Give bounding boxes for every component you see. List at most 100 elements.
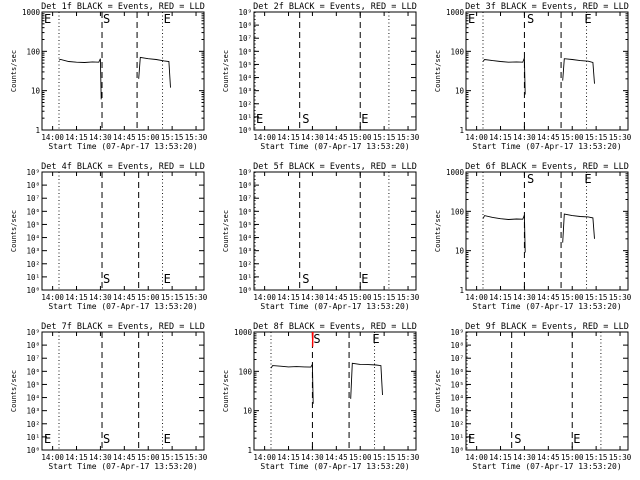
x-tick-label: 14:45 (537, 453, 560, 462)
y-axis-label: Counts/sec (434, 210, 442, 252)
marker-s: S (302, 272, 309, 286)
x-tick-label: 14:30 (513, 133, 536, 142)
x-tick-label: 14:45 (325, 133, 348, 142)
panel-title: Det 9f BLACK = Events, RED = LLD (465, 322, 629, 332)
y-tick-label: 100 (450, 207, 464, 216)
x-tick-label: 15:00 (561, 453, 584, 462)
plot-frame (41, 171, 205, 291)
y-axis-label: Counts/sec (222, 50, 230, 92)
events-trace (482, 214, 526, 253)
y-tick-label: 10⁰ (26, 286, 40, 295)
events-trace (270, 362, 314, 404)
plot-frame (465, 11, 629, 131)
x-tick-label: 14:30 (89, 453, 112, 462)
y-tick-label: 10⁵ (238, 220, 252, 229)
panel-title: Det 6f BLACK = Events, RED = LLD (465, 162, 629, 172)
panel-title: Det 8f BLACK = Events, RED = LLD (253, 322, 417, 332)
x-tick-label: 14:30 (301, 293, 324, 302)
y-tick-label: 10³ (450, 407, 464, 416)
y-tick-label: 10² (450, 420, 464, 429)
x-tick-label: 15:00 (349, 293, 372, 302)
x-tick-label: 15:30 (609, 133, 632, 142)
marker-s: S (103, 272, 110, 286)
y-tick-label: 10⁷ (238, 34, 252, 43)
y-tick-label: 10⁴ (450, 394, 464, 403)
y-tick-label: 10⁶ (238, 207, 252, 216)
y-tick-label: 10³ (26, 247, 40, 256)
y-axis-label: Counts/sec (434, 50, 442, 92)
x-axis-label: Start Time (07-Apr-17 13:53:20) (260, 462, 409, 471)
y-tick-label: 10⁵ (26, 220, 40, 229)
y-tick-label: 1 (459, 126, 464, 135)
x-tick-label: 15:15 (585, 453, 608, 462)
y-tick-label: 10² (238, 260, 252, 269)
y-tick-label: 10⁹ (450, 328, 464, 337)
y-tick-label: 10⁰ (450, 446, 464, 455)
marker-e: E (256, 112, 263, 126)
x-tick-label: 15:15 (373, 453, 396, 462)
x-tick-label: 14:00 (253, 133, 276, 142)
x-tick-label: 15:00 (137, 293, 160, 302)
x-tick-label: 15:15 (161, 293, 184, 302)
marker-e: E (164, 432, 171, 446)
y-tick-label: 10² (26, 260, 40, 269)
x-tick-label: 15:15 (161, 453, 184, 462)
marker-e: E (361, 272, 368, 286)
plot-frame (465, 171, 629, 291)
x-tick-label: 14:15 (277, 453, 300, 462)
x-tick-label: 15:00 (349, 453, 372, 462)
panel-title: Det 3f BLACK = Events, RED = LLD (465, 2, 629, 12)
plot-frame (41, 11, 205, 131)
marker-e: E (361, 112, 368, 126)
y-tick-label: 10⁹ (238, 8, 252, 17)
x-tick-label: 14:15 (489, 133, 512, 142)
events-trace (58, 58, 102, 100)
y-tick-label: 10² (26, 420, 40, 429)
y-tick-label: 10⁵ (26, 380, 40, 389)
marker-e: E (164, 12, 171, 26)
x-tick-label: 15:15 (373, 133, 396, 142)
marker-e: E (164, 272, 171, 286)
x-tick-label: 14:45 (537, 133, 560, 142)
x-tick-label: 14:15 (489, 293, 512, 302)
y-tick-label: 10⁶ (238, 47, 252, 56)
x-tick-label: 15:00 (349, 133, 372, 142)
y-tick-label: 100 (26, 47, 40, 56)
y-tick-label: 10⁸ (26, 341, 40, 350)
x-tick-label: 15:30 (185, 453, 208, 462)
y-tick-label: 10⁶ (450, 367, 464, 376)
y-tick-label: 10⁰ (238, 286, 252, 295)
y-tick-label: 10³ (26, 407, 40, 416)
x-tick-label: 14:00 (41, 453, 64, 462)
x-tick-label: 14:00 (41, 133, 64, 142)
y-tick-label: 1000 (446, 8, 465, 17)
y-tick-label: 10⁴ (26, 394, 40, 403)
y-tick-label: 10¹ (26, 433, 40, 442)
y-axis-label: Counts/sec (10, 210, 18, 252)
panel-title: Det 2f BLACK = Events, RED = LLD (253, 2, 417, 12)
panel-title: Det 4f BLACK = Events, RED = LLD (41, 162, 205, 172)
plot-frame (253, 331, 417, 451)
marker-e: E (44, 432, 51, 446)
plot-frame (253, 11, 417, 131)
x-tick-label: 15:30 (185, 293, 208, 302)
x-tick-label: 14:00 (253, 293, 276, 302)
marker-e: E (468, 432, 475, 446)
x-axis-label: Start Time (07-Apr-17 13:53:20) (260, 142, 409, 151)
y-tick-label: 1000 (22, 8, 41, 17)
y-tick-label: 10¹ (238, 113, 252, 122)
plot-frame (253, 171, 417, 291)
x-tick-label: 14:45 (325, 293, 348, 302)
y-axis-label: Counts/sec (10, 370, 18, 412)
x-tick-label: 15:30 (185, 133, 208, 142)
y-tick-label: 10⁸ (238, 21, 252, 30)
y-tick-label: 100 (450, 47, 464, 56)
marker-s: S (103, 12, 110, 26)
y-tick-label: 10⁰ (238, 126, 252, 135)
y-tick-label: 10⁷ (26, 354, 40, 363)
